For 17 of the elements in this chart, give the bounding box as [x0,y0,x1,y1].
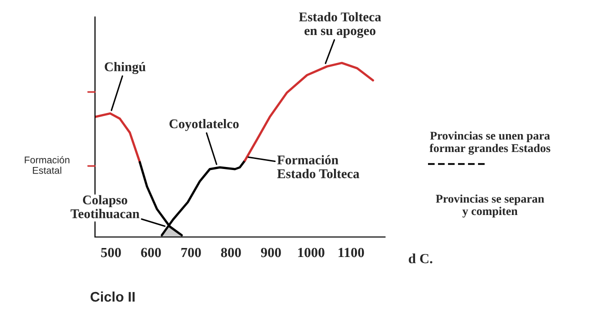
annotation: Estado Tolteca en su apogeo [298,12,382,38]
text: Formación Estatal [24,156,70,174]
text: Ciclo II [90,292,135,302]
x-tick-label: 500 [101,248,121,258]
annotation: Chingú [104,62,146,74]
text: Provincias se unen para formar grandes Estados [430,131,550,155]
annotation: Colapso Teotihuacan [70,195,140,218]
text: Provincias se separan y compiten [436,194,544,218]
x-tick-label: 900 [260,248,281,258]
annotation: Formación Estado Tolteca [277,155,360,178]
x-tick-label: 700 [181,248,201,258]
x-tick-label: 1000 [298,248,324,258]
annotation: Coyotlatelco [169,119,239,131]
x-tick-label: 800 [221,248,241,258]
x-axis-title: d C. [408,254,432,264]
x-tick-label: 1100 [338,248,364,258]
x-tick-label: 600 [141,248,161,258]
